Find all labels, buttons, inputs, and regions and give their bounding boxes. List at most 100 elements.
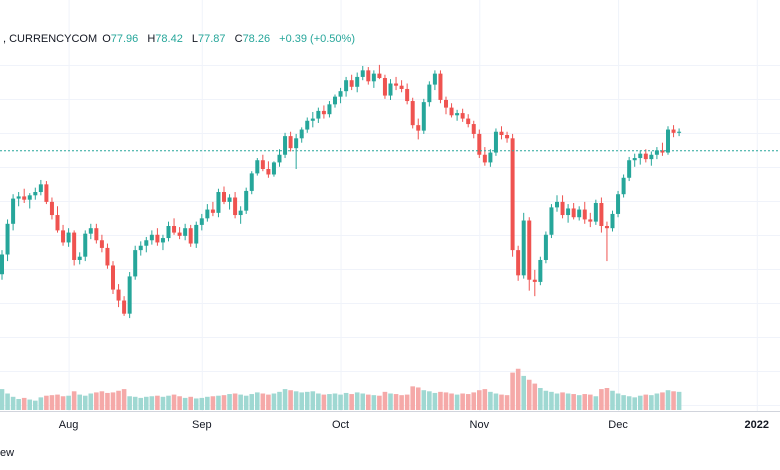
volume-bar (610, 390, 615, 410)
volume-bar (554, 393, 560, 410)
candle (610, 210, 615, 232)
legend-open-label: O (102, 33, 111, 45)
legend-symbol: , CURRENCYCOM (3, 33, 98, 45)
volume-bar (182, 397, 188, 410)
volume-bar (171, 394, 177, 410)
candle (438, 70, 443, 104)
candle (604, 221, 609, 262)
candle (16, 192, 21, 207)
candle-body (394, 83, 399, 86)
candle (233, 192, 238, 219)
candle (349, 74, 354, 91)
x-tick-label: Nov (470, 419, 490, 431)
volume-bar (543, 390, 549, 410)
volume-bar (127, 396, 132, 410)
candle-body (371, 73, 376, 82)
volume-bars (0, 368, 682, 410)
volume-bar (255, 392, 260, 410)
candle-body (94, 228, 99, 241)
candle-body (488, 152, 493, 163)
candle (105, 243, 110, 269)
volume-bar (94, 392, 99, 410)
candle-body (560, 201, 565, 216)
candle-body (671, 129, 676, 133)
candle-body (549, 207, 554, 235)
candle-body (677, 131, 682, 133)
candle-body (166, 226, 171, 239)
candle (377, 64, 382, 80)
volume-bar (460, 393, 465, 410)
candle (321, 105, 326, 119)
volume-bar (654, 393, 660, 410)
x-tick-label: Sep (192, 419, 212, 431)
candle-body (55, 215, 60, 231)
volume-bar (132, 396, 138, 410)
candle (444, 96, 448, 115)
candle (160, 234, 165, 251)
volume-bar (676, 391, 682, 410)
candle (166, 221, 171, 242)
candle (449, 103, 454, 118)
volume-bar (565, 393, 571, 410)
candle (333, 94, 337, 108)
candle (310, 112, 315, 128)
candle-body (149, 234, 154, 241)
volume-bar (549, 391, 554, 410)
volume-bar (210, 396, 216, 410)
candle (677, 128, 682, 137)
volume-bar (149, 396, 155, 410)
volume-bar (71, 391, 77, 410)
volume-bar (27, 399, 33, 410)
x-tick-label: Dec (608, 419, 628, 431)
legend-low-value: 77.87 (198, 33, 226, 45)
candle-body (366, 70, 371, 82)
candle (555, 195, 559, 212)
candle-body (238, 210, 243, 216)
volume-bar (232, 393, 238, 410)
candle (532, 269, 537, 297)
volume-bar (304, 391, 310, 410)
candle (283, 132, 288, 159)
candle (399, 80, 404, 93)
candle (416, 118, 421, 140)
volume-bar (260, 393, 266, 410)
candle-body (432, 73, 437, 85)
volume-bar (288, 390, 293, 410)
candle (510, 133, 515, 257)
volume-bar (488, 391, 493, 410)
candle (94, 223, 99, 244)
candle-body (616, 194, 621, 214)
candle (33, 187, 38, 200)
candle (305, 117, 310, 133)
candle-body (266, 169, 271, 175)
volume-bar (332, 393, 338, 410)
volume-bar (471, 392, 477, 410)
candle-body (438, 73, 443, 100)
volume-bar (582, 394, 588, 410)
volume-bar (443, 392, 449, 410)
candle-body (288, 136, 293, 149)
candle (327, 101, 332, 118)
volume-bar (599, 389, 604, 410)
candle-body (294, 138, 299, 149)
candle-body (111, 265, 115, 290)
candle-body (244, 190, 249, 211)
candle (549, 204, 554, 239)
candle (671, 125, 676, 138)
candle-body (116, 289, 121, 301)
candle (493, 128, 498, 156)
volume-bar (343, 392, 349, 410)
candle (61, 224, 66, 246)
candle-body (510, 138, 515, 251)
volume-bar (521, 375, 526, 410)
candle-body (327, 104, 332, 115)
volume-bar (144, 396, 149, 410)
candle (116, 284, 121, 308)
candle (55, 206, 60, 233)
volume-bar (249, 394, 255, 410)
candle-body (566, 208, 571, 216)
candle-body (144, 240, 149, 246)
volume-bar (571, 394, 576, 410)
